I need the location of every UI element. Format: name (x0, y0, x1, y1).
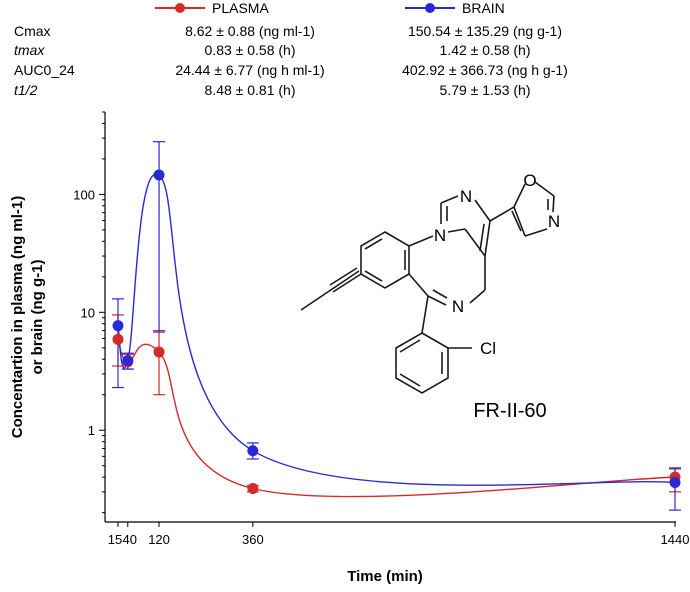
data-point-brain (153, 169, 165, 181)
param-plasma-auc: 24.44 ± 6.77 (ng h ml-1) (175, 62, 324, 78)
bond-c-c5 (408, 273, 429, 297)
imid-bond-2 (464, 228, 486, 257)
atom-cl: Cl (480, 339, 496, 358)
alkyne-bond-a (332, 273, 362, 293)
imid-bond-3-double (479, 223, 485, 252)
bond-c5-n4-double (432, 289, 448, 299)
phenyl-double-bond-3 (399, 373, 421, 387)
x-tick-label: 15 (108, 532, 122, 547)
data-point-brain (112, 320, 124, 332)
param-label-cmax: Cmax (14, 23, 51, 39)
oxazole-bond-1 (513, 183, 526, 208)
y-ticks: 1 10 100 (73, 111, 105, 514)
alkyne-bond-b (329, 267, 358, 286)
param-plasma-tmax: 0.83 ± 0.58 (h) (205, 42, 296, 58)
data-points (112, 169, 681, 495)
y-axis-title-line1: Concentartion in plasma (ng ml-1) (9, 196, 26, 439)
alkyne-bond-c (300, 270, 360, 311)
param-brain-auc: 402.92 ± 366.73 (ng h g-1) (402, 62, 568, 78)
atom-n-oxazole: N (548, 212, 560, 231)
param-brain-cmax: 150.54 ± 135.29 (ng g-1) (408, 23, 562, 39)
data-point-plasma (247, 483, 259, 495)
benzo-ring (360, 231, 410, 289)
oxazole-bond-5-double (511, 210, 522, 232)
chemical-structure (300, 181, 555, 394)
phenyl-double-bond-2 (399, 339, 421, 353)
param-label-tmax: tmax (14, 42, 45, 58)
imid-bond-3 (484, 220, 491, 257)
legend-brain-label: BRAIN (462, 0, 505, 16)
y-axis-title-line2: or brain (ng g-1) (29, 260, 46, 375)
data-point-plasma (153, 346, 165, 358)
phenyl-link-bond (421, 295, 429, 334)
series-line-brain (117, 173, 676, 486)
x-tick-label: 120 (148, 532, 170, 547)
bond-n4-c (469, 289, 486, 304)
data-point-brain (247, 445, 259, 457)
x-tick-label: 1440 (661, 532, 690, 547)
imid-bond-5 (440, 195, 459, 204)
data-point-brain (669, 477, 681, 489)
legend-brain-marker (425, 3, 435, 13)
atom-n4: N (452, 297, 464, 316)
legend-plasma-marker (175, 3, 185, 13)
oxazole-bond-5 (513, 206, 526, 237)
oxazole-link-bond (489, 206, 515, 222)
param-plasma-thalf: 8.48 ± 0.81 (h) (205, 82, 296, 98)
parameter-table: Cmax 8.62 ± 0.88 (ng ml-1) 150.54 ± 135.… (14, 23, 568, 98)
y-tick-label: 100 (73, 187, 95, 202)
benzo-double-bond-3 (364, 270, 383, 282)
x-tick-label: 360 (242, 532, 264, 547)
param-brain-tmax: 1.42 ± 0.58 (h) (440, 42, 531, 58)
param-label-thalf: t1/2 (14, 82, 38, 98)
atom-o-oxazole: O (523, 171, 536, 190)
imid-bond-1 (447, 228, 466, 233)
series-curves (117, 173, 676, 498)
x-tick-label: 40 (123, 532, 137, 547)
chlorophenyl-ring (395, 332, 449, 394)
bond-c-n1 (408, 235, 434, 247)
legend-plasma-label: PLASMA (212, 0, 269, 16)
param-plasma-cmax: 8.62 ± 0.88 (ng ml-1) (185, 23, 315, 39)
data-point-brain (122, 355, 134, 367)
benzo-double-bond-2 (364, 238, 383, 250)
atom-n-imidazole: N (460, 187, 472, 206)
data-point-plasma (112, 333, 124, 345)
atom-n1: N (434, 226, 446, 245)
oxazole-bond-2 (534, 181, 555, 197)
axes (104, 112, 676, 523)
x-axis-title: Time (min) (347, 568, 423, 585)
imid-bond-4 (474, 199, 491, 222)
y-tick-label: 1 (88, 423, 95, 438)
param-label-auc: AUC0_24 (14, 62, 75, 78)
y-tick-label: 10 (81, 305, 95, 320)
compound-name: FR-II-60 (473, 400, 546, 422)
x-ticks: 15 40 120 360 1440 (108, 522, 690, 547)
oxazole-bond-3 (552, 195, 555, 213)
oxazole-bond-4 (524, 228, 548, 237)
structure-atom-labels: N N N O N Cl (434, 171, 560, 358)
legend: PLASMA BRAIN (155, 0, 505, 16)
bond-c5-n4 (427, 295, 447, 306)
y-axis-title: Concentartion in plasma (ng ml-1) or bra… (9, 196, 46, 439)
param-brain-thalf: 5.79 ± 1.53 (h) (440, 82, 531, 98)
